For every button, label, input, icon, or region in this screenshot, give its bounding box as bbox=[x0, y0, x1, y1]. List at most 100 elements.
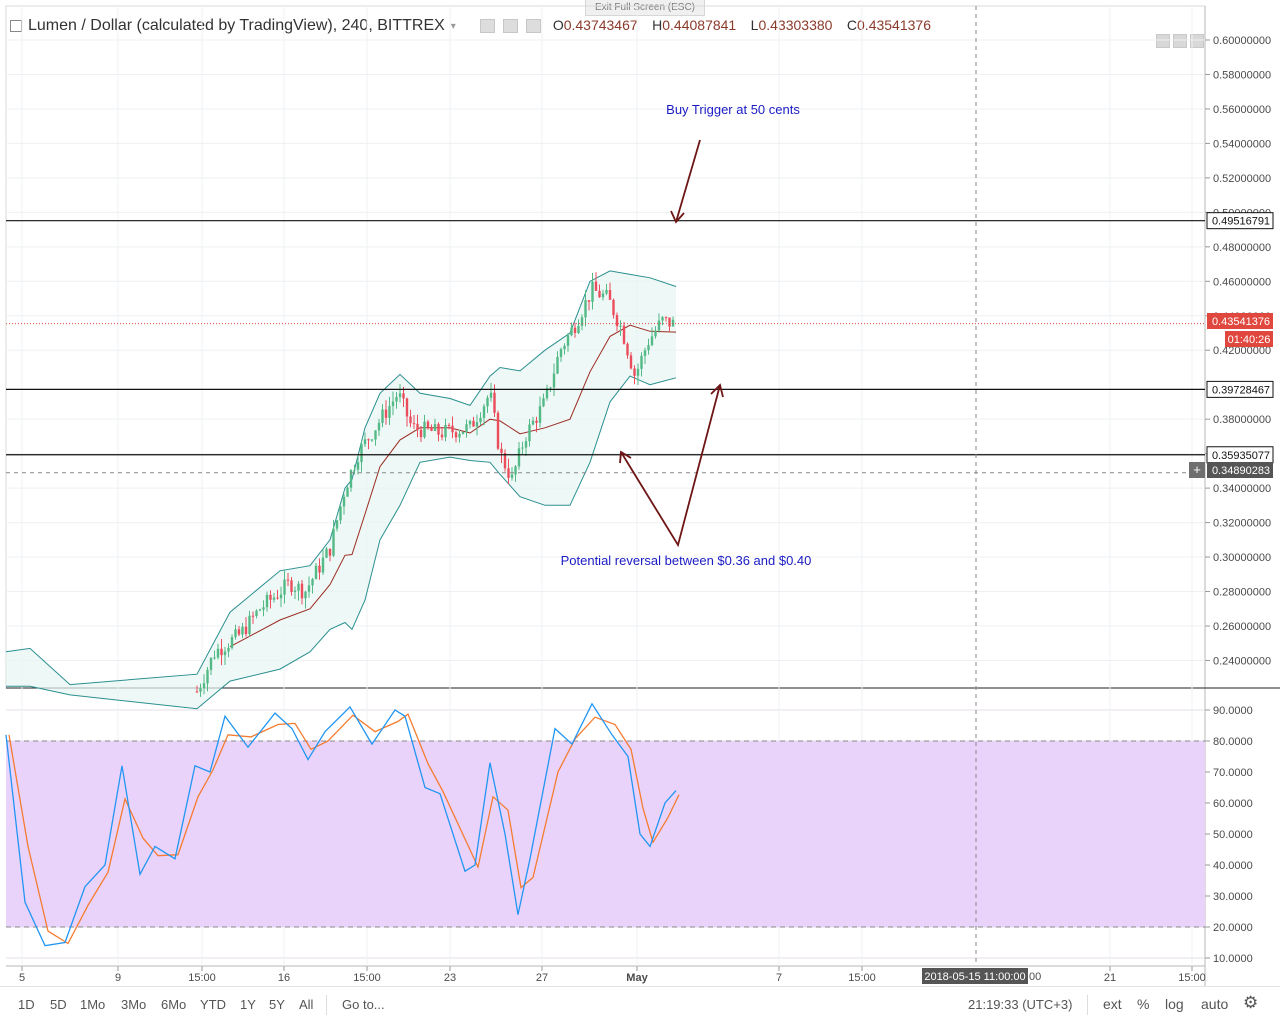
low-value: 0.43303380 bbox=[758, 17, 833, 33]
candle-body bbox=[643, 350, 647, 356]
candle-body bbox=[325, 548, 328, 558]
range-3mo[interactable]: 3Mo bbox=[121, 997, 147, 1012]
candle-body bbox=[468, 420, 472, 425]
open-value: 0.43743467 bbox=[563, 17, 638, 33]
hline-badge bbox=[1206, 380, 1274, 398]
candle-body bbox=[619, 325, 622, 327]
pane-up-icon[interactable] bbox=[1156, 34, 1170, 48]
horizontal-lines[interactable] bbox=[6, 220, 1205, 456]
close-icon[interactable] bbox=[525, 19, 541, 33]
exit-fullscreen-button[interactable]: Exit Full Screen (ESC) bbox=[585, 0, 705, 16]
candle-body bbox=[405, 398, 409, 417]
time-tick-label: 15:00 bbox=[848, 972, 876, 984]
arrows[interactable] bbox=[619, 139, 724, 548]
candle-body bbox=[447, 424, 451, 426]
candle-body bbox=[458, 433, 461, 438]
candle-body bbox=[542, 398, 545, 407]
candle-body bbox=[664, 317, 668, 319]
candle-body bbox=[248, 615, 251, 635]
ohlc-values: O0.43743467 H0.44087841 L0.43303380 C0.4… bbox=[553, 17, 941, 35]
candle-body bbox=[510, 474, 514, 478]
ext-toggle[interactable]: ext bbox=[1103, 996, 1122, 1012]
range-6mo[interactable]: 6Mo bbox=[161, 997, 187, 1012]
candle-body bbox=[612, 299, 615, 316]
candle-body bbox=[307, 585, 311, 592]
source-icon[interactable] bbox=[502, 19, 518, 33]
stoch-tick-label: 10.0000 bbox=[1213, 953, 1253, 965]
clock[interactable]: 21:19:33 (UTC+3) bbox=[968, 997, 1073, 1012]
crosshair-price: 0.34890283 bbox=[1212, 465, 1270, 477]
goto-button[interactable]: Go to... bbox=[342, 997, 385, 1012]
high-label: H bbox=[652, 17, 663, 33]
candle-body bbox=[293, 590, 297, 592]
candle-body bbox=[433, 424, 437, 431]
candle-body bbox=[500, 448, 503, 454]
time-tick-label: 23 bbox=[444, 972, 456, 984]
price-tick-label: 0.38000000 bbox=[1213, 414, 1271, 426]
percent-toggle[interactable]: % bbox=[1137, 996, 1150, 1012]
price-tick-label: 0.28000000 bbox=[1213, 587, 1271, 599]
candle-body bbox=[276, 597, 279, 599]
reversal-arrow-head-right bbox=[710, 383, 724, 398]
candle-body bbox=[321, 557, 325, 573]
time-axis[interactable]: 5 9 15:00 16 15:00 23 27 May 7 15:00 21 15:00 bbox=[19, 966, 1206, 984]
candle-body bbox=[440, 434, 444, 438]
candle-body bbox=[258, 609, 262, 611]
close-value: 0.43541376 bbox=[857, 17, 931, 33]
gear-icon[interactable]: ⚙ bbox=[1243, 993, 1259, 1012]
range-all[interactable]: All bbox=[299, 997, 314, 1012]
auto-toggle[interactable]: auto bbox=[1201, 996, 1229, 1012]
settings-icon[interactable] bbox=[479, 19, 495, 33]
range-1y[interactable]: 1Y bbox=[240, 997, 256, 1012]
indicator-axis[interactable]: 90.0000 80.0000 70.0000 60.0000 50.0000 40.00… bbox=[1205, 705, 1253, 965]
bollinger-upper bbox=[5, 270, 677, 686]
crosshair-time: 2018-05-15 11:00:00 bbox=[924, 971, 1025, 983]
reversal-note[interactable]: Potential reversal between $0.36 and $0.… bbox=[561, 553, 812, 568]
range-ytd[interactable]: YTD bbox=[200, 997, 226, 1012]
pane-down-icon[interactable] bbox=[1173, 34, 1187, 48]
candle-body bbox=[339, 506, 342, 521]
candle-body bbox=[629, 355, 633, 369]
candle-body bbox=[545, 388, 549, 399]
buy-arrow[interactable] bbox=[675, 139, 701, 223]
add-alert-button[interactable] bbox=[1189, 462, 1205, 478]
pane-maximize-icon[interactable] bbox=[1190, 34, 1204, 48]
time-tick-label: 9 bbox=[115, 972, 121, 984]
close-label: C bbox=[846, 17, 858, 33]
chart-canvas[interactable]: Buy Trigger at 50 cents Potential revers… bbox=[0, 0, 1280, 986]
price-axis[interactable]: 0.60000000 0.58000000 0.56000000 0.54000000… bbox=[1205, 35, 1271, 667]
candle-body bbox=[489, 392, 493, 398]
candle-body bbox=[451, 425, 454, 433]
range-5d[interactable]: 5D bbox=[50, 997, 67, 1012]
range-5y[interactable]: 5Y bbox=[269, 997, 285, 1012]
candle-body bbox=[587, 300, 591, 302]
candle-body bbox=[384, 409, 388, 418]
candle-body bbox=[227, 647, 230, 652]
log-toggle[interactable]: log bbox=[1165, 996, 1184, 1012]
range-1d[interactable]: 1D bbox=[18, 997, 35, 1012]
candle-body bbox=[416, 423, 419, 430]
bollinger-fill bbox=[6, 270, 676, 709]
hline-value: 0.49516791 bbox=[1212, 216, 1270, 228]
candle-body bbox=[584, 300, 587, 318]
range-1mo[interactable]: 1Mo bbox=[80, 997, 106, 1012]
symbol-title[interactable]: Lumen / Dollar (calculated by TradingVie… bbox=[28, 17, 445, 34]
buy-trigger-note[interactable]: Buy Trigger at 50 cents bbox=[666, 102, 800, 117]
price-tick-label: 0.52000000 bbox=[1213, 173, 1271, 185]
reversal-arrow-head-left bbox=[619, 450, 632, 464]
price-tick-label: 0.34000000 bbox=[1213, 483, 1271, 495]
candle-body bbox=[241, 626, 244, 635]
candle-body bbox=[209, 657, 213, 670]
last-price-value: 0.43541376 bbox=[1212, 316, 1270, 328]
candle-body bbox=[311, 579, 314, 586]
candle-body bbox=[195, 691, 199, 693]
candle-body bbox=[654, 330, 657, 337]
stoch-tick-label: 60.0000 bbox=[1213, 798, 1253, 810]
open-label: O bbox=[552, 17, 564, 33]
candle-body bbox=[265, 594, 269, 608]
candle-body bbox=[377, 422, 381, 431]
time-tick-label: 7 bbox=[776, 972, 782, 984]
reversal-arrow[interactable] bbox=[620, 384, 721, 548]
chevron-down-icon[interactable]: ▾ bbox=[450, 20, 456, 32]
bar-countdown: 01:40:26 bbox=[1228, 334, 1271, 346]
